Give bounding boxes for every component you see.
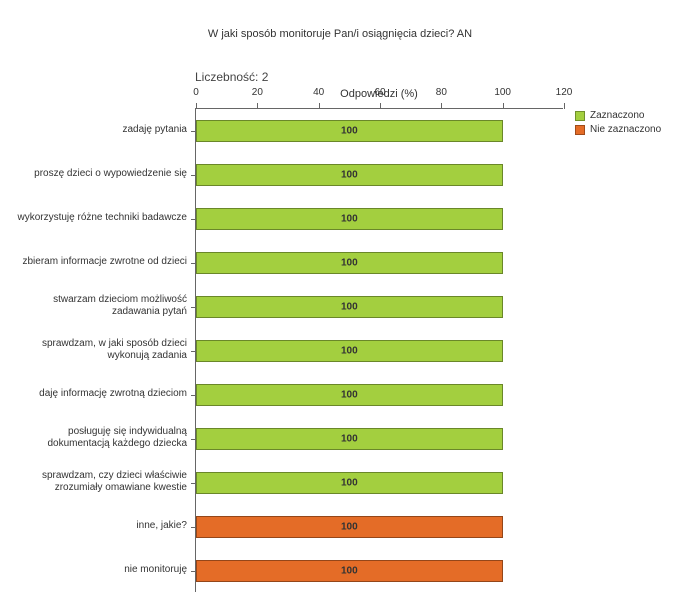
x-tick <box>319 103 320 109</box>
category-label: proszę dzieci o wypowiedzenie się <box>17 168 187 180</box>
x-tick-label: 20 <box>252 87 263 98</box>
bar-value-label: 100 <box>341 258 358 269</box>
bar-value-label: 100 <box>341 522 358 533</box>
bar: 100 <box>196 208 503 230</box>
bar: 100 <box>196 164 503 186</box>
legend-item: Zaznaczono <box>575 110 661 121</box>
chart-title: W jaki sposób monitoruje Pan/i osiągnięc… <box>0 28 680 40</box>
bar: 100 <box>196 516 503 538</box>
x-tick-label: 0 <box>193 87 199 98</box>
x-tick <box>441 103 442 109</box>
bar: 100 <box>196 560 503 582</box>
bar-value-label: 100 <box>341 434 358 445</box>
plot-area: 0204060801001201001001001001001001001001… <box>195 108 563 592</box>
x-tick <box>196 103 197 109</box>
bar-value-label: 100 <box>341 390 358 401</box>
x-tick-label: 40 <box>313 87 324 98</box>
bar: 100 <box>196 472 503 494</box>
x-tick-label: 60 <box>374 87 385 98</box>
bar: 100 <box>196 340 503 362</box>
category-label: daję informację zwrotną dzieciom <box>17 388 187 400</box>
bar-value-label: 100 <box>341 170 358 181</box>
category-label: sprawdzam, czy dzieci właściwie zrozumia… <box>17 470 187 494</box>
category-label: zadaję pytania <box>17 124 187 136</box>
category-label: nie monitoruję <box>17 564 187 576</box>
bar: 100 <box>196 384 503 406</box>
bar: 100 <box>196 428 503 450</box>
bar-value-label: 100 <box>341 478 358 489</box>
category-label: stwarzam dzieciom możliwość zadawania py… <box>17 294 187 318</box>
bar-value-label: 100 <box>341 346 358 357</box>
x-tick-label: 80 <box>436 87 447 98</box>
category-label: wykorzystuję różne techniki badawcze <box>17 212 187 224</box>
category-label: sprawdzam, w jaki sposób dzieci wykonują… <box>17 338 187 362</box>
x-tick <box>503 103 504 109</box>
x-tick <box>257 103 258 109</box>
bar: 100 <box>196 252 503 274</box>
bar-value-label: 100 <box>341 126 358 137</box>
category-label: zbieram informacje zwrotne od dzieci <box>17 256 187 268</box>
bar-value-label: 100 <box>341 566 358 577</box>
legend-item: Nie zaznaczono <box>575 124 661 135</box>
legend-label: Nie zaznaczono <box>590 124 661 135</box>
category-label: inne, jakie? <box>17 520 187 532</box>
x-tick <box>380 103 381 109</box>
bar-value-label: 100 <box>341 302 358 313</box>
legend-swatch <box>575 125 585 135</box>
x-tick-label: 100 <box>494 87 511 98</box>
bar-value-label: 100 <box>341 214 358 225</box>
category-label: posługuję się indywidualną dokumentacją … <box>17 426 187 450</box>
chart-subtitle: Liczebność: 2 <box>195 70 268 84</box>
bar: 100 <box>196 120 503 142</box>
legend-label: Zaznaczono <box>590 110 644 121</box>
legend: Zaznaczono Nie zaznaczono <box>575 110 661 138</box>
legend-swatch <box>575 111 585 121</box>
x-tick <box>564 103 565 109</box>
x-tick-label: 120 <box>556 87 573 98</box>
bar: 100 <box>196 296 503 318</box>
